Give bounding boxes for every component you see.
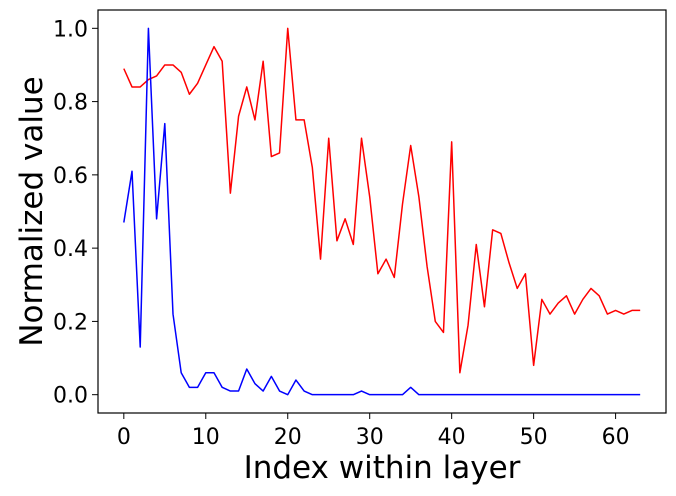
plot-frame	[97, 9, 667, 414]
y-axis-label: Normalized value	[14, 76, 50, 346]
x-tick-label: 10	[192, 425, 220, 450]
x-tick-label: 30	[356, 425, 384, 450]
y-tick-label: 1.0	[53, 17, 88, 42]
x-tick-label: 60	[602, 425, 630, 450]
y-tick-label: 0.8	[53, 91, 88, 116]
y-axis-ticks: 0.0 0.2 0.4 0.6 0.8 1.0	[53, 17, 98, 409]
y-tick-label: 0.6	[53, 164, 88, 189]
x-tick-label: 50	[520, 425, 548, 450]
y-tick-label: 0.4	[53, 237, 88, 262]
x-tick-label: 40	[438, 425, 466, 450]
x-tick-label: 0	[117, 425, 131, 450]
series-line-1	[123, 27, 641, 374]
series-line-2	[123, 27, 641, 396]
x-axis-ticks: 0 10 20 30 40 50 60	[117, 413, 630, 450]
y-tick-label: 0.2	[53, 310, 88, 335]
series-layer	[123, 27, 641, 396]
x-axis-label: Index within layer	[244, 450, 521, 486]
y-tick-label: 0.0	[53, 384, 88, 409]
x-tick-label: 20	[274, 425, 302, 450]
